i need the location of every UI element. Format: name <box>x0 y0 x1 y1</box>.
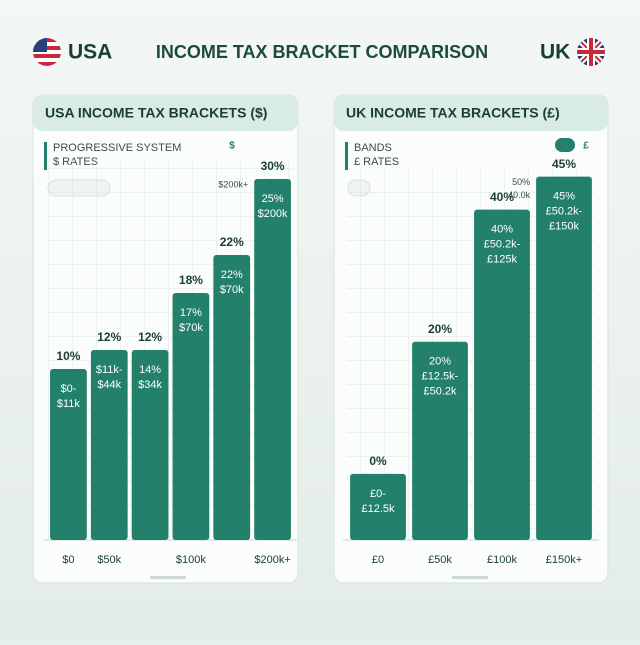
annotation: 40.0k <box>508 190 531 200</box>
bar <box>536 176 592 540</box>
grid <box>48 160 293 540</box>
bar-label: 25% <box>262 193 284 205</box>
subtitle: PROGRESSIVE SYSTEM <box>53 142 181 154</box>
annotation: 50% <box>512 177 530 187</box>
right-label: UK <box>540 41 570 64</box>
page-title: INCOME TAX BRACKET COMPARISON <box>156 42 488 62</box>
bar <box>474 209 530 540</box>
bar-label: £50.2k <box>423 386 457 398</box>
value-label: 18% <box>179 273 203 287</box>
bar-label: 40% <box>491 224 513 236</box>
bar-label: 20% <box>429 356 451 368</box>
x-tick-label: $100k <box>176 554 206 566</box>
bar-label: £150k <box>549 221 579 233</box>
toggle[interactable] <box>555 138 575 152</box>
bar <box>412 341 468 540</box>
value-label: 40% <box>490 190 514 204</box>
bar-label: $11k <box>57 398 81 410</box>
card-header <box>334 95 608 131</box>
x-tick-label: £100k <box>487 554 517 566</box>
bar-label: £12.5k <box>361 503 395 515</box>
subtitle: £ RATES <box>354 156 399 168</box>
bar-label: £50.2k- <box>484 239 521 251</box>
bar <box>213 255 251 540</box>
bar <box>50 369 87 540</box>
annotation: $200k+ <box>218 179 248 189</box>
bar-label: 22% <box>221 269 243 281</box>
bar-label: 17% <box>180 307 202 319</box>
value-label: 12% <box>97 330 121 344</box>
bar-label: 45% <box>553 191 575 203</box>
bar <box>172 293 210 540</box>
bar-label: $11k- <box>96 364 123 376</box>
handle <box>150 576 186 579</box>
bar-label: $200k <box>258 208 288 220</box>
value-label: 0% <box>369 454 387 468</box>
bar <box>90 350 128 540</box>
bar <box>254 179 291 540</box>
bar <box>350 473 406 540</box>
value-label: 22% <box>220 235 244 249</box>
bar-label: £50.2k- <box>546 206 583 218</box>
x-tick-label: $50k <box>97 554 121 566</box>
accent <box>44 142 47 170</box>
us-flag <box>33 38 61 66</box>
accent <box>345 142 348 170</box>
bar-label: $70k <box>179 322 203 334</box>
bar-label: $0- <box>60 383 76 395</box>
bar-label: £0- <box>370 488 386 500</box>
uk-flag <box>577 38 605 66</box>
handle <box>452 576 488 579</box>
value-label: 12% <box>138 330 162 344</box>
x-tick-label: $0 <box>62 554 74 566</box>
chip: £ <box>583 141 589 152</box>
bar-label: $34k <box>138 379 162 391</box>
left-label: USA <box>68 41 112 64</box>
x-tick-label: £0 <box>372 554 384 566</box>
chip: $ <box>229 141 235 152</box>
bar-label: $70k <box>220 284 244 296</box>
value-label: 10% <box>56 349 80 363</box>
card-header <box>33 95 298 131</box>
value-label: 30% <box>261 159 285 173</box>
bar-label: 14% <box>139 364 161 376</box>
bar <box>131 350 169 540</box>
subtitle: BANDS <box>354 142 392 154</box>
bar-label: $44k <box>97 379 121 391</box>
x-tick-label: £50k <box>428 554 452 566</box>
card-title: USA INCOME TAX BRACKETS ($) <box>45 105 267 121</box>
card-title: UK INCOME TAX BRACKETS (£) <box>346 105 560 121</box>
value-label: 20% <box>428 322 452 336</box>
bar-label: £125k <box>487 254 517 266</box>
bar-label: £12.5k- <box>422 371 459 383</box>
value-label: 45% <box>552 157 576 171</box>
x-tick-label: £150k+ <box>546 554 582 566</box>
x-tick-label: $200k+ <box>254 554 290 566</box>
